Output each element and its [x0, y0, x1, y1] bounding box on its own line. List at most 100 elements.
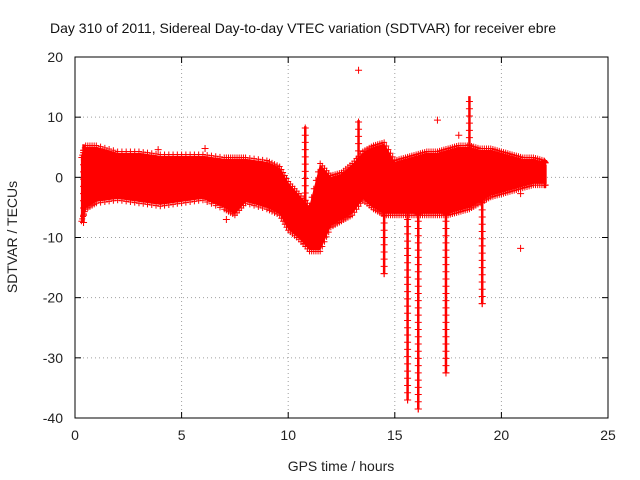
- edge-point: [106, 146, 113, 153]
- spike-point: [465, 170, 473, 178]
- spike-point: [301, 146, 309, 154]
- spike-point: [414, 253, 422, 261]
- spike-point: [301, 175, 309, 183]
- spike-point: [355, 176, 363, 184]
- spike: [301, 124, 309, 248]
- edge-point: [389, 153, 396, 160]
- edge-point: [178, 200, 185, 207]
- spike-point: [355, 169, 363, 177]
- spike-point: [478, 170, 486, 178]
- y-tick-label: -30: [43, 350, 63, 366]
- edge-point: [135, 148, 142, 155]
- spike-point: [414, 210, 422, 218]
- edge-point: [170, 201, 177, 208]
- edge-point: [323, 233, 330, 240]
- spike-point: [442, 203, 450, 211]
- edge-point: [383, 143, 390, 150]
- edge-point: [246, 201, 253, 208]
- edge-point: [212, 153, 219, 160]
- spike: [478, 163, 486, 308]
- edge-point: [101, 199, 108, 206]
- edge-point: [278, 166, 285, 173]
- outlier-point: [201, 144, 209, 152]
- y-axis-label: SDTVAR / TECUs: [4, 181, 20, 293]
- spike-point: [404, 237, 412, 245]
- edge-point: [271, 209, 278, 216]
- edge-point: [283, 175, 290, 182]
- spike-point: [414, 232, 422, 240]
- edge-point: [216, 153, 223, 160]
- spike-point: [404, 215, 412, 223]
- spike: [414, 165, 422, 413]
- spike-point: [414, 275, 422, 283]
- edge-point: [174, 200, 181, 207]
- spike: [80, 144, 88, 226]
- spike-point: [465, 105, 473, 113]
- data-layer: [78, 66, 549, 413]
- edge-point: [204, 152, 211, 159]
- edge-point: [246, 155, 253, 162]
- spike-point: [478, 206, 486, 214]
- edge-point: [106, 198, 113, 205]
- edge-point: [281, 172, 288, 179]
- band-edge-markers: [78, 139, 549, 255]
- spike-point: [380, 176, 388, 184]
- spike-point: [301, 218, 309, 226]
- spike-point: [80, 204, 88, 212]
- spike-point: [414, 167, 422, 175]
- spike-point: [404, 165, 412, 173]
- edge-point: [310, 185, 317, 192]
- edge-point: [325, 229, 332, 236]
- edge-point: [182, 199, 189, 206]
- edge-point: [271, 161, 278, 168]
- spike: [380, 161, 388, 278]
- spike-point: [301, 131, 309, 139]
- outlier-point: [455, 131, 463, 139]
- edge-point: [191, 198, 198, 205]
- spike-point: [465, 191, 473, 199]
- spike-point: [478, 271, 486, 279]
- spike-point: [404, 201, 412, 209]
- spike-point: [465, 112, 473, 120]
- edge-point: [542, 182, 549, 189]
- spike-point: [404, 230, 412, 238]
- spike-point: [404, 295, 412, 303]
- edge-point: [259, 156, 266, 163]
- edge-point: [353, 206, 360, 213]
- spike-point: [478, 177, 486, 185]
- outlier-point: [355, 66, 363, 74]
- spike-point: [404, 331, 412, 339]
- spike-point: [404, 273, 412, 281]
- spike-point: [80, 211, 88, 219]
- edge-point: [268, 208, 275, 215]
- edge-point: [114, 197, 121, 204]
- spike-point: [478, 256, 486, 264]
- tick-labels: 0 5 10 15 20 25 -40 -30 -20 -10 0 10 20: [43, 49, 616, 443]
- spike-point: [301, 182, 309, 190]
- spike-point: [414, 289, 422, 297]
- y-tick-label: 0: [55, 169, 63, 185]
- outlier-point: [433, 116, 441, 124]
- edge-point: [216, 204, 223, 211]
- y-tick-label: 10: [47, 109, 63, 125]
- spike-point: [355, 132, 363, 140]
- spike-point: [442, 224, 450, 232]
- spike-point: [355, 197, 363, 205]
- spike-point: [414, 354, 422, 362]
- spike-point: [301, 225, 309, 233]
- edge-point: [144, 201, 151, 208]
- edge-point: [259, 205, 266, 212]
- spike-point: [414, 188, 422, 196]
- edge-point: [266, 207, 273, 214]
- spike-point: [404, 187, 412, 195]
- spike-point: [478, 300, 486, 308]
- spike-point: [442, 196, 450, 204]
- spike-point: [478, 199, 486, 207]
- spike-point: [380, 169, 388, 177]
- spike-point: [380, 270, 388, 278]
- spike-point: [414, 282, 422, 290]
- edge-point: [255, 203, 262, 210]
- edge-point: [157, 203, 164, 210]
- spike-point: [301, 232, 309, 240]
